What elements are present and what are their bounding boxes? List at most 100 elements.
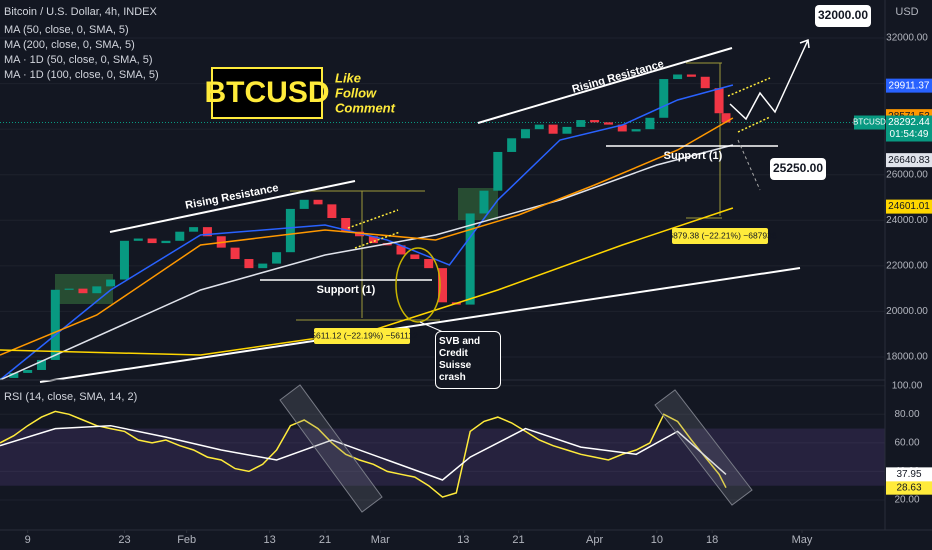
candle [396,245,406,255]
x-tick-label: 21 [319,534,331,546]
candle [189,227,199,232]
callout: SVB and Credit Suisse crash [435,331,501,389]
cta: Follow [335,85,377,100]
price-tag-label: 28292.44 [888,117,930,128]
measure-label-box [314,328,410,344]
measure-label: −5611.12 (−22.19%) −561112 [306,330,418,340]
symbol-tag [854,115,885,130]
y-tick-label: 32000.00 [886,33,928,44]
logo-box [211,67,323,119]
line-series [0,144,734,381]
candle [23,369,33,373]
candle [92,286,102,294]
legend-entry: MA (200, close, 0, SMA, 5) [4,39,135,51]
y-tick-label: 100.00 [892,380,923,391]
candle [438,268,447,303]
line-series [0,424,727,481]
price-tag-label: 37.95 [896,469,921,480]
y-tick-label: 18000.00 [886,352,928,363]
candle [617,124,627,132]
measure-label-box [672,228,768,244]
candle [479,190,489,214]
candle [507,138,517,152]
x-tick-label: May [792,534,813,546]
x-tick-label: Apr [586,534,603,546]
candle [368,236,378,244]
legend-title: Bitcoin / U.S. Dollar, 4h, INDEX [4,6,157,18]
candle [147,238,157,244]
x-tick-label: 23 [118,534,130,546]
candle [161,240,171,244]
callout: 32000.00 [818,8,868,22]
candle [548,124,558,134]
y-tick-label: 22000.00 [886,261,928,272]
x-tick-label: 13 [264,534,276,546]
candle [9,372,19,378]
candle [659,79,669,118]
y-tick-label: 80.00 [894,409,919,420]
annotation: Support (1) [664,150,723,162]
candle [230,247,240,260]
price-tag-label: 29911.37 [889,80,930,91]
line-series [0,207,734,356]
x-tick-label: Mar [371,534,390,546]
legend-entry: MA (50, close, 0, SMA, 5) [4,24,129,36]
x-tick-label: 10 [651,534,663,546]
cta: Comment [335,100,396,115]
price-tag-label: 26640.83 [888,155,930,166]
price-tag-label: 24601.01 [888,201,930,212]
candle [493,151,503,191]
logo: BTCUSD [205,76,330,109]
y-tick-label: 24000.00 [886,215,928,226]
candle [714,88,724,114]
legend-entry: MA · 1D (50, close, 0, SMA, 5) [4,54,153,66]
candle [534,124,544,130]
box [458,188,498,220]
candle [36,359,46,370]
x-tick-label: 9 [25,534,31,546]
candle [175,231,185,241]
candle [645,117,655,130]
candle [244,259,254,269]
candle [700,76,710,89]
y-tick-label: 60.00 [894,437,919,448]
candle [119,240,129,280]
candle [410,254,420,260]
trendlines [39,38,810,383]
candle [465,213,475,305]
rsi-band [0,428,885,486]
callout: 25250.00 [773,161,823,175]
callout-box [815,5,871,27]
cta: Like [335,70,361,85]
rsi-title: RSI (14, close, SMA, 14, 2) [4,391,137,403]
candle [327,204,337,219]
candle [686,74,696,77]
candle [285,208,295,253]
candle [590,120,600,123]
x-tick-label: 18 [706,534,718,546]
price-tag-label: 28.63 [896,482,921,493]
symbol-tag-label: BTCUSD [853,118,886,127]
candle [272,252,282,264]
measure-label: −6879.38 (−22.21%) −687938 [663,230,776,240]
countdown: 01:54:49 [890,129,929,140]
y-tick-label: 20.00 [894,495,919,506]
candle [721,113,731,123]
candle [603,122,613,125]
candle [562,126,572,134]
x-tick-label: 21 [512,534,524,546]
grid-layer [0,37,885,501]
x-tick-label: Feb [177,534,196,546]
legend-entry: MA · 1D (100, close, 0, SMA, 5) [4,69,159,81]
candle [106,279,116,287]
callout-box [770,158,826,180]
candle [313,199,323,205]
price-tag [886,480,932,495]
y-tick-label: 20000.00 [886,306,928,317]
candle [576,120,586,127]
ellipse [395,247,441,323]
plot-layer [0,74,734,498]
x-tick-label: 13 [457,534,469,546]
